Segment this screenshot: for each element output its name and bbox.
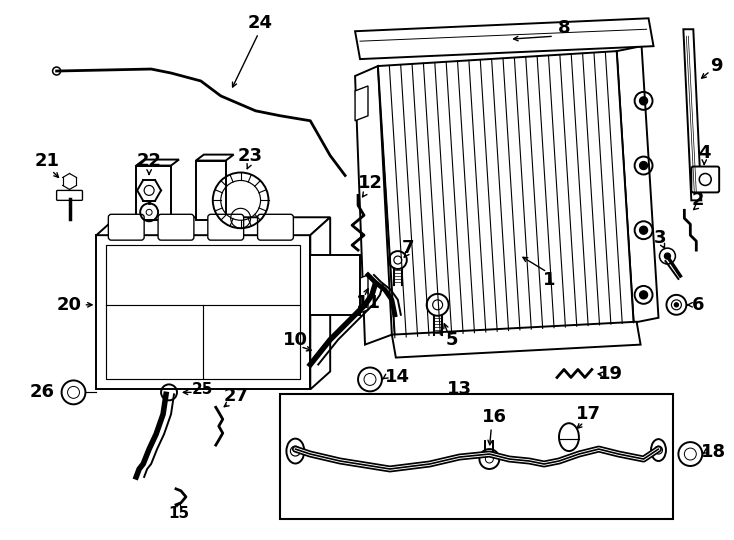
Polygon shape: [196, 154, 233, 160]
Text: 1: 1: [543, 271, 556, 289]
Bar: [96, 235, 310, 389]
Circle shape: [675, 303, 678, 307]
Polygon shape: [355, 275, 368, 315]
Text: 8: 8: [558, 19, 570, 37]
Bar: [280, 394, 673, 519]
Polygon shape: [355, 86, 368, 121]
FancyBboxPatch shape: [57, 191, 82, 200]
Text: 2: 2: [692, 191, 705, 210]
Polygon shape: [683, 29, 701, 200]
Text: 4: 4: [698, 144, 711, 161]
Bar: [106, 245, 300, 380]
Text: 21: 21: [34, 152, 59, 170]
Text: 7: 7: [401, 239, 414, 257]
Bar: [196, 160, 226, 220]
Text: 18: 18: [701, 443, 726, 461]
Text: 13: 13: [447, 380, 472, 399]
Text: 20: 20: [57, 296, 82, 314]
Text: 12: 12: [357, 174, 382, 192]
Circle shape: [639, 97, 647, 105]
FancyBboxPatch shape: [691, 166, 719, 192]
Circle shape: [639, 291, 647, 299]
Polygon shape: [355, 18, 653, 59]
Polygon shape: [378, 51, 633, 338]
Polygon shape: [617, 46, 658, 323]
FancyBboxPatch shape: [158, 214, 194, 240]
FancyBboxPatch shape: [258, 214, 294, 240]
Text: 23: 23: [238, 146, 263, 165]
Polygon shape: [137, 160, 179, 166]
Text: 10: 10: [283, 330, 308, 349]
Circle shape: [639, 226, 647, 234]
Text: 19: 19: [598, 366, 623, 383]
Polygon shape: [310, 217, 330, 389]
Circle shape: [664, 253, 670, 259]
Text: 11: 11: [355, 294, 380, 312]
Text: 27: 27: [223, 387, 248, 406]
Text: 22: 22: [137, 152, 161, 170]
Text: 17: 17: [576, 405, 601, 423]
Text: 16: 16: [482, 408, 507, 426]
Polygon shape: [310, 255, 360, 315]
FancyBboxPatch shape: [109, 214, 144, 240]
Polygon shape: [96, 217, 330, 235]
Text: 5: 5: [446, 330, 458, 349]
Text: 9: 9: [710, 57, 722, 75]
Text: 6: 6: [692, 296, 705, 314]
Circle shape: [639, 161, 647, 170]
Polygon shape: [355, 66, 392, 345]
FancyBboxPatch shape: [208, 214, 244, 240]
Text: 15: 15: [168, 506, 189, 521]
Text: 26: 26: [29, 383, 54, 401]
Text: 25: 25: [192, 382, 214, 397]
Text: 14: 14: [385, 368, 410, 387]
Bar: [137, 166, 171, 220]
Polygon shape: [392, 322, 641, 357]
Text: 24: 24: [248, 14, 273, 32]
Text: 3: 3: [654, 229, 666, 247]
